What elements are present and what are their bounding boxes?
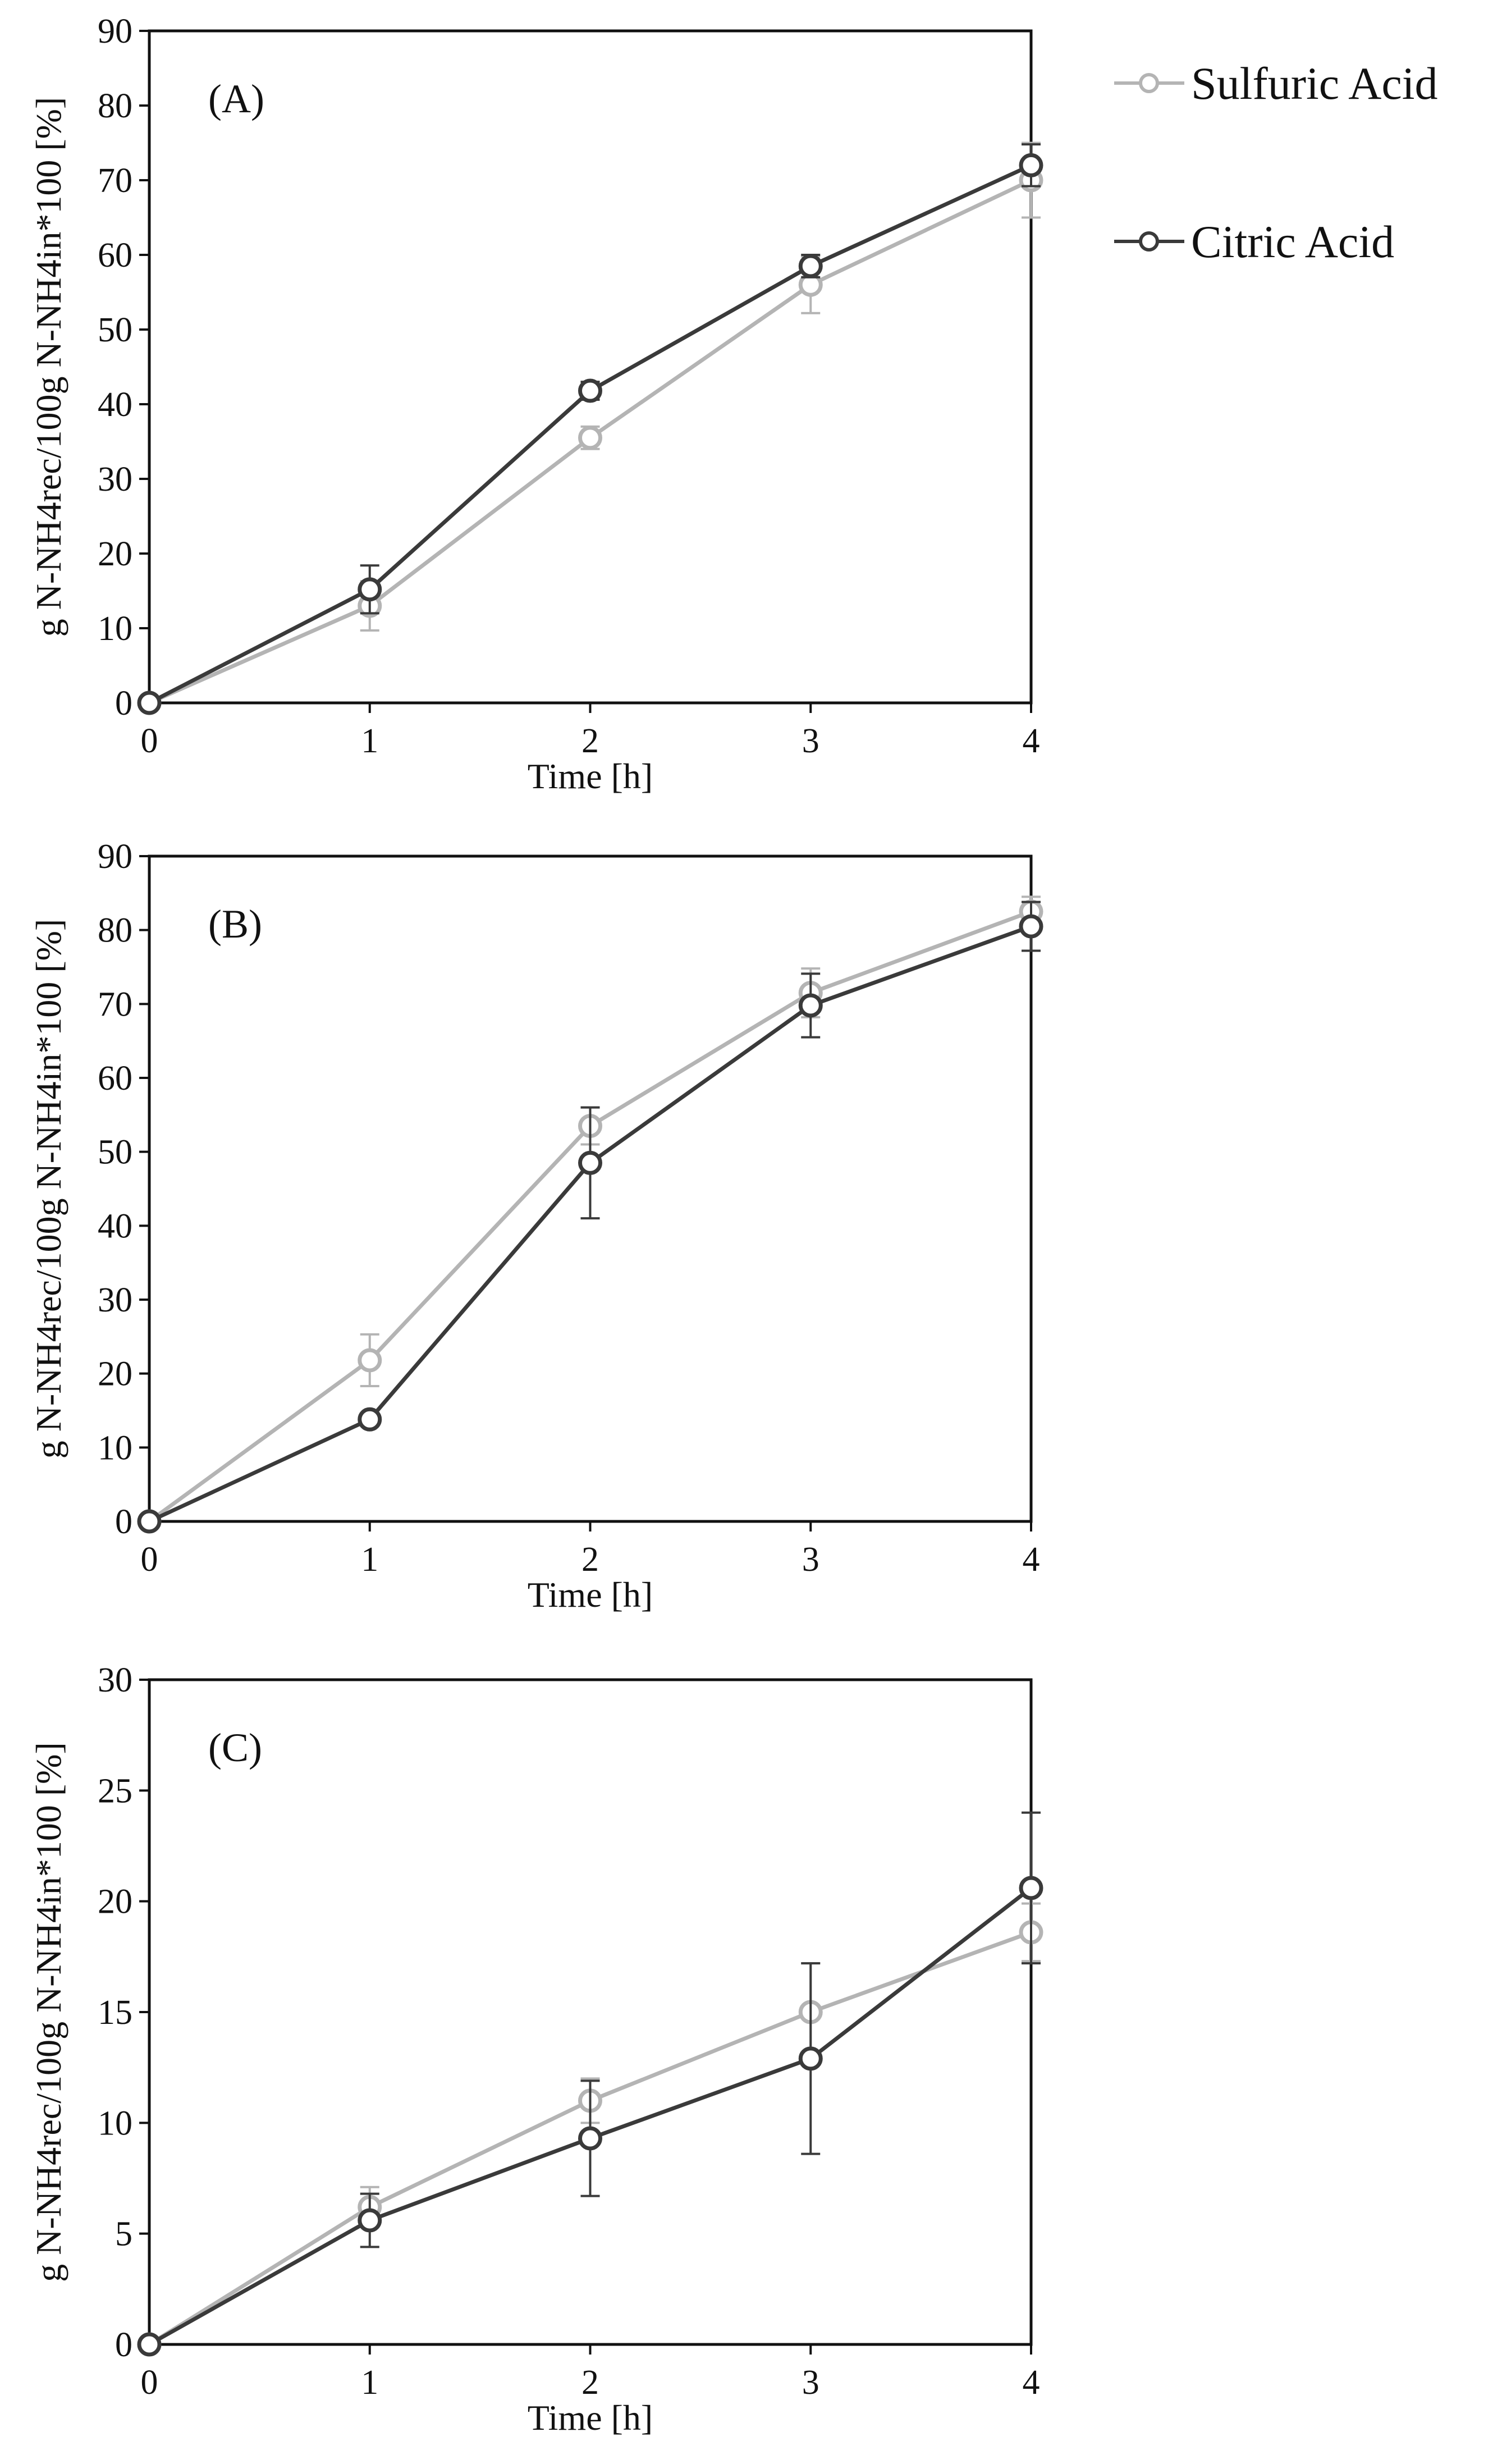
y-tick-label: 70 [98,162,132,200]
data-point-citric-acid [1019,1876,1043,1900]
y-tick-label: 40 [98,386,132,424]
x-axis-title: Time [h] [528,2398,653,2438]
legend-label-sulfuric-acid: Sulfuric Acid [1191,58,1438,109]
legend-item-sulfuric-acid: Sulfuric Acid [1114,58,1438,109]
x-tick-label: 2 [581,2364,599,2402]
legend: Sulfuric Acid Citric Acid [1114,58,1438,267]
series-citric-acid [137,143,1043,715]
y-tick-label: 50 [98,1133,132,1172]
y-tick-label: 30 [98,1661,132,1699]
x-tick-label: 3 [802,1540,819,1579]
y-tick-label: 60 [98,1059,132,1098]
chart-panel-3: 0 5 10 15 20 25 30 0 1 2 3 4 Time [h] g N-NH4rec/100g… [29,1661,1043,2438]
data-point-citric-acid [578,1150,602,1175]
panel-label: (B) [208,902,262,947]
x-axis-title: Time [h] [528,756,653,796]
x-tick-label: 2 [581,722,599,760]
y-tick-label: 40 [98,1207,132,1245]
y-tick-label: 0 [115,684,132,723]
y-tick-label: 25 [98,1772,132,1810]
x-tick-label: 4 [1023,2364,1040,2402]
y-tick-label: 50 [98,311,132,349]
data-point-citric-acid [137,1509,162,1534]
x-tick-label: 3 [802,2364,819,2402]
y-tick-label: 0 [115,2326,132,2364]
series-citric-acid [137,1811,1043,2357]
y-tick-label: 20 [98,1355,132,1393]
data-point-citric-acid [1019,914,1043,939]
y-tick-label: 90 [98,12,132,51]
x-tick-label: 1 [361,2364,378,2402]
series-sulfuric-acid [137,141,1043,715]
y-tick-label: 10 [98,1429,132,1467]
y-tick-label: 80 [98,912,132,950]
y-tick-label: 5 [115,2215,132,2253]
y-tick-label: 80 [98,87,132,125]
y-tick-label: 70 [98,985,132,1023]
y-tick-label: 30 [98,1281,132,1319]
data-point-citric-acid [578,378,602,403]
series-citric-acid [137,900,1043,1534]
y-tick-label: 30 [98,460,132,499]
y-axis-title: g N-NH4rec/100g N-NH4in*100 [%] [29,1742,68,2282]
x-tick-label: 3 [802,722,819,760]
legend-label-citric-acid: Citric Acid [1191,216,1394,267]
legend-marker-sulfuric-acid [1139,73,1159,93]
data-point-citric-acid [358,1407,382,1432]
y-tick-label: 60 [98,236,132,275]
y-tick-label: 90 [98,838,132,876]
y-axis-title: g N-NH4rec/100g N-NH4in*100 [%] [29,97,68,637]
legend-marker-citric-acid [1139,231,1159,252]
y-tick-label: 10 [98,2104,132,2142]
x-axis-title: Time [h] [528,1575,653,1615]
data-point-citric-acid [798,2046,823,2071]
y-axis-title: g N-NH4rec/100g N-NH4in*100 [%] [29,919,68,1459]
panel-label: (A) [208,76,264,121]
y-tick-label: 0 [115,1503,132,1541]
y-tick-label: 20 [98,535,132,573]
y-tick-label: 10 [98,610,132,648]
x-tick-label: 0 [141,1540,158,1579]
x-tick-label: 4 [1023,722,1040,760]
series-line-citric-acid [148,924,1032,1524]
data-point-citric-acid [358,577,382,602]
x-tick-label: 1 [361,722,378,760]
x-tick-label: 0 [141,2364,158,2402]
x-tick-label: 4 [1023,1540,1040,1579]
data-point-sulfuric-acid [578,426,602,450]
data-point-citric-acid [137,2332,162,2357]
data-point-citric-acid [358,2208,382,2233]
panel-label: (C) [208,1725,262,1770]
x-tick-label: 1 [361,1540,378,1579]
y-tick-label: 20 [98,1883,132,1921]
data-point-citric-acid [578,2126,602,2151]
y-tick-label: 15 [98,1994,132,2032]
x-tick-label: 2 [581,1540,599,1579]
data-point-sulfuric-acid [358,1348,382,1373]
x-tick-label: 0 [141,722,158,760]
data-point-citric-acid [798,254,823,278]
plot-frame [148,29,1033,705]
chart-panel-2: 0 10 20 30 40 50 60 70 80 90 0 1 2 3 4 Time [h] g N-NH4r… [29,838,1043,1615]
chart-panel-1: 0 10 20 30 40 50 60 70 80 90 0 1 2 3 4 Time [h] g N-NH4r… [29,12,1043,796]
data-point-citric-acid [1019,153,1043,177]
legend-item-citric-acid: Citric Acid [1114,216,1394,267]
data-point-citric-acid [798,993,823,1018]
data-point-citric-acid [137,691,162,715]
plot-frame [148,1678,1033,2346]
